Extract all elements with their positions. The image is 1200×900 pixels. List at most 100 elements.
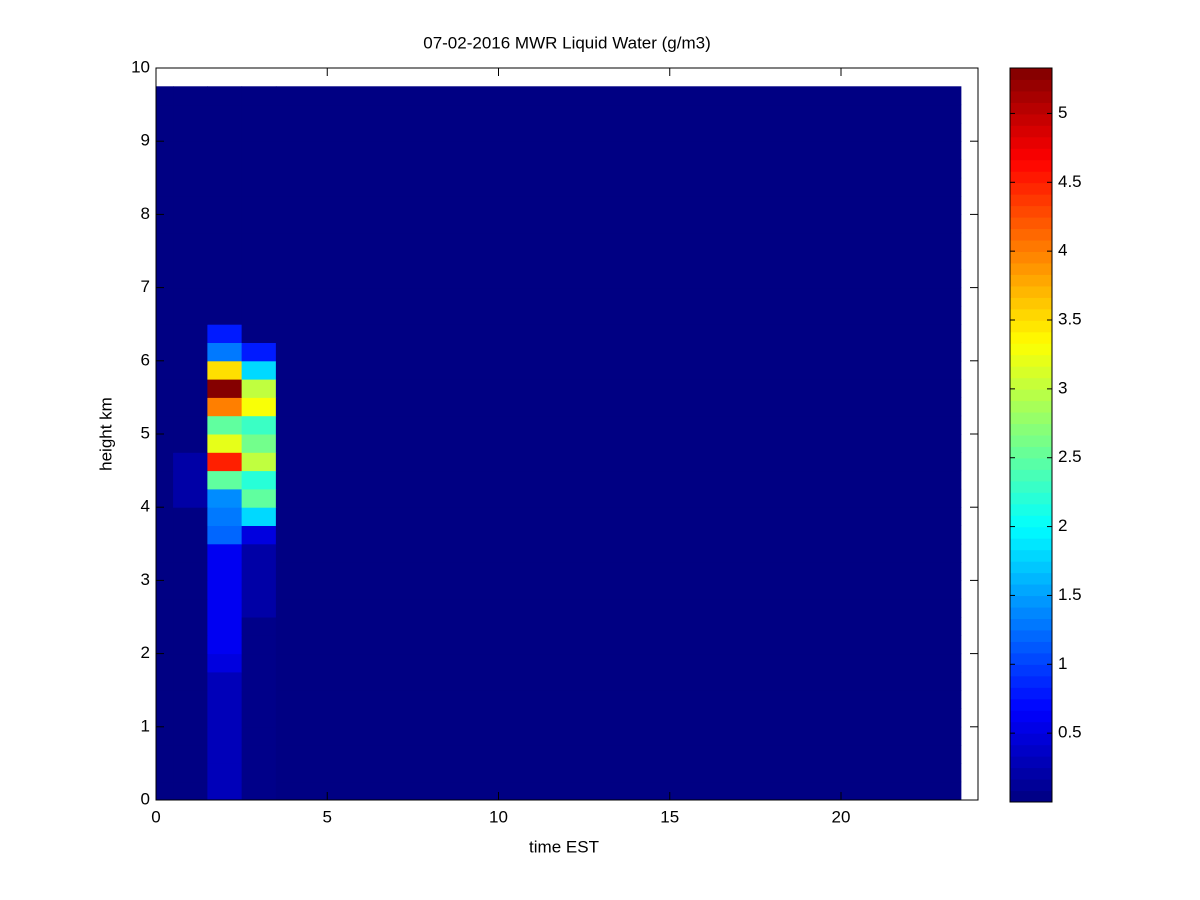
- heatmap-cell: [275, 781, 962, 801]
- colorbar-swatch: [1010, 710, 1052, 723]
- heatmap-cell: [207, 617, 243, 636]
- heatmap-cell: [173, 745, 208, 764]
- heatmap-cell: [173, 379, 208, 398]
- heatmap-cell: [173, 726, 208, 746]
- colorbar-swatch: [1010, 515, 1052, 528]
- colorbar-swatch: [1010, 698, 1052, 711]
- heatmap-cell: [275, 196, 962, 215]
- heatmap-cell: [275, 287, 962, 307]
- colorbar-swatch: [1010, 641, 1052, 654]
- colorbar-swatch: [1010, 423, 1052, 436]
- heatmap-cell: [156, 104, 174, 124]
- heatmap-cell: [173, 232, 208, 252]
- heatmap-cell: [241, 251, 277, 270]
- heatmap-cell: [156, 598, 174, 618]
- heatmap-cell: [156, 617, 174, 636]
- heatmap-cell: [207, 122, 243, 142]
- colorbar-swatch: [1010, 240, 1052, 252]
- heatmap-cell: [241, 269, 277, 289]
- heatmap-cell: [156, 360, 174, 380]
- heatmap-cell: [156, 690, 174, 709]
- heatmap-cell: [156, 251, 174, 270]
- heatmap-cell: [173, 525, 208, 545]
- heatmap-cell: [275, 360, 962, 380]
- heatmap-cell: [207, 415, 243, 435]
- heatmap-cell: [275, 671, 962, 691]
- heatmap-cell: [275, 122, 962, 142]
- heatmap-cell: [156, 342, 174, 362]
- heatmap-cell: [173, 104, 208, 124]
- heatmap-cell: [173, 397, 208, 417]
- colorbar-swatch: [1010, 354, 1052, 367]
- heatmap-cell: [241, 305, 277, 325]
- heatmap-cell: [207, 763, 243, 783]
- heatmap-cell: [241, 690, 277, 709]
- colorbar-swatch: [1010, 194, 1052, 207]
- colorbar-swatch: [1010, 228, 1052, 241]
- colorbar-swatch: [1010, 675, 1052, 688]
- heatmap-cell: [275, 342, 962, 362]
- heatmap-cell: [173, 269, 208, 289]
- colorbar-swatch: [1010, 503, 1052, 516]
- heatmap-cell: [156, 379, 174, 398]
- heatmap-cell: [275, 562, 962, 581]
- heatmap-cell: [156, 635, 174, 655]
- colorbar-tick-label: 3: [1058, 378, 1067, 397]
- heatmap-cell: [241, 214, 277, 234]
- y-tick-label: 8: [141, 204, 150, 223]
- heatmap-cell: [275, 159, 962, 179]
- heatmap-cell: [241, 617, 277, 636]
- x-tick-label: 0: [151, 807, 160, 826]
- colorbar-swatch: [1010, 90, 1052, 103]
- heatmap-cell: [207, 232, 243, 252]
- heatmap-cell: [241, 562, 277, 581]
- colorbar-swatch: [1010, 538, 1052, 551]
- heatmap-cell: [207, 635, 243, 655]
- heatmap-cell: [241, 104, 277, 124]
- heatmap-cell: [275, 507, 962, 526]
- heatmap-cell: [241, 726, 277, 746]
- heatmap-cell: [156, 397, 174, 417]
- x-tick-label: 15: [660, 807, 679, 826]
- heatmap-cell: [207, 86, 243, 106]
- heatmap-cell: [241, 196, 277, 215]
- heatmap-cell: [207, 488, 243, 508]
- colorbar-swatch: [1010, 366, 1052, 379]
- heatmap-cell: [275, 470, 962, 490]
- colorbar-swatch: [1010, 389, 1052, 402]
- heatmap-cell: [173, 653, 208, 673]
- colorbar-swatch: [1010, 297, 1052, 310]
- heatmap-cell: [207, 690, 243, 709]
- heatmap-cell: [173, 470, 208, 490]
- colorbar-swatch: [1010, 320, 1052, 333]
- colorbar-tick-label: 5: [1058, 103, 1067, 122]
- heatmap-cell: [156, 507, 174, 526]
- colorbar-swatch: [1010, 733, 1052, 746]
- heatmap-cell: [241, 415, 277, 435]
- heatmap-cell: [173, 671, 208, 691]
- colorbar-swatch: [1010, 584, 1052, 597]
- heatmap-cell: [173, 543, 208, 563]
- heatmap-cell: [207, 251, 243, 270]
- heatmap-cell: [275, 543, 962, 563]
- colorbar-frame: [1009, 67, 1053, 803]
- colorbar-swatch: [1010, 159, 1052, 172]
- heatmap-cell: [207, 214, 243, 234]
- colorbar-swatch: [1010, 652, 1052, 665]
- heatmap-cell: [275, 214, 962, 234]
- y-tick-label: 4: [141, 497, 150, 516]
- heatmap-cell: [207, 653, 243, 673]
- colorbar-swatch: [1010, 549, 1052, 562]
- colorbar-swatch: [1010, 331, 1052, 344]
- heatmap-cell: [173, 635, 208, 655]
- heatmap-cell: [241, 635, 277, 655]
- colorbar-tick-label: 0.5: [1058, 723, 1082, 742]
- colorbar-swatch: [1010, 744, 1052, 757]
- heatmap-cell: [173, 580, 208, 600]
- heatmap-cell: [173, 598, 208, 618]
- heatmap-cell: [207, 104, 243, 124]
- heatmap-cell: [241, 653, 277, 673]
- heatmap-cell: [173, 781, 208, 801]
- heatmap-cell: [207, 671, 243, 691]
- heatmap-cell: [207, 269, 243, 289]
